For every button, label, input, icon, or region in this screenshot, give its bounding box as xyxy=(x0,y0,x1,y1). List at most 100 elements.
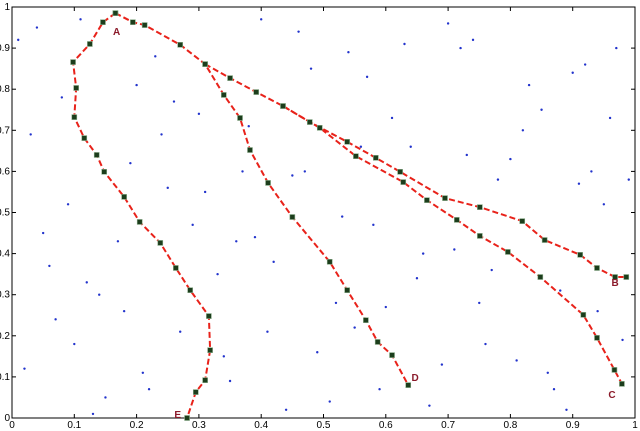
point xyxy=(48,264,51,268)
path-marker xyxy=(71,114,78,120)
point xyxy=(421,252,425,255)
point xyxy=(403,42,406,46)
point xyxy=(621,338,624,342)
annotation: B xyxy=(611,278,618,289)
point xyxy=(478,301,481,305)
path-marker xyxy=(353,153,359,159)
point xyxy=(440,363,444,366)
point xyxy=(303,170,307,173)
path-marker xyxy=(537,274,544,280)
x-tick-label: 0.7 xyxy=(441,420,455,431)
point xyxy=(147,388,151,391)
point xyxy=(222,355,226,358)
point xyxy=(141,371,145,374)
path-marker xyxy=(424,197,430,203)
y-tick-label: 0 xyxy=(4,413,10,424)
point xyxy=(297,30,300,33)
point xyxy=(328,400,331,403)
path-marker xyxy=(519,218,526,224)
path-marker xyxy=(344,139,350,145)
point xyxy=(372,223,375,227)
path-marker xyxy=(157,240,164,246)
point xyxy=(85,281,88,284)
point xyxy=(172,100,176,103)
point xyxy=(272,260,275,264)
path-marker xyxy=(611,367,618,373)
point xyxy=(179,330,182,333)
path-marker xyxy=(202,377,208,383)
x-tick-label: 0.3 xyxy=(192,420,206,431)
point xyxy=(79,18,82,21)
point xyxy=(484,342,487,346)
annotation: A xyxy=(113,27,120,38)
point xyxy=(60,96,64,99)
path-marker xyxy=(619,381,625,387)
path-marker xyxy=(405,382,412,388)
path-marker xyxy=(363,317,369,323)
path-marker xyxy=(442,195,448,201)
path-marker xyxy=(400,179,407,185)
path-marker xyxy=(93,152,100,158)
path-marker xyxy=(477,233,483,239)
point xyxy=(228,379,232,383)
point xyxy=(552,388,556,391)
point xyxy=(166,186,169,190)
path-marker xyxy=(505,249,511,255)
path-marker xyxy=(87,41,93,47)
point xyxy=(428,404,431,407)
x-tick-label: 0.1 xyxy=(67,420,81,431)
path-marker xyxy=(580,312,587,318)
path-marker xyxy=(623,274,630,280)
annotation: E xyxy=(174,410,181,421)
y-tick-label: 0.9 xyxy=(0,43,10,54)
y-tick-label: 0.4 xyxy=(0,249,10,260)
path-line xyxy=(114,12,410,386)
point xyxy=(73,342,76,346)
path-marker xyxy=(594,265,600,271)
point xyxy=(129,161,132,165)
x-tick-label: 0.4 xyxy=(254,420,268,431)
path-marker xyxy=(265,180,271,186)
point xyxy=(559,289,562,292)
path-marker xyxy=(177,42,184,48)
point xyxy=(465,153,468,157)
point xyxy=(378,388,381,391)
point xyxy=(453,248,456,251)
point xyxy=(104,396,107,399)
path-marker xyxy=(221,92,227,98)
path-marker xyxy=(207,347,213,353)
path-marker xyxy=(306,119,313,125)
path-marker xyxy=(289,214,296,220)
path-marker xyxy=(184,415,190,421)
point xyxy=(384,305,387,309)
path-marker xyxy=(100,19,106,26)
point xyxy=(415,277,419,280)
y-tick-label: 0.7 xyxy=(0,125,10,136)
point xyxy=(98,293,101,296)
point xyxy=(235,240,238,243)
point xyxy=(571,71,574,74)
point xyxy=(116,240,120,243)
point xyxy=(191,223,194,227)
path-marker xyxy=(594,335,600,341)
point xyxy=(260,18,263,21)
point xyxy=(340,215,344,218)
point xyxy=(390,116,394,120)
point xyxy=(23,367,26,370)
point xyxy=(309,67,313,70)
path-marker xyxy=(247,147,253,153)
path-marker xyxy=(227,75,233,81)
x-tick-label: 0 xyxy=(9,420,15,431)
path-marker xyxy=(397,169,403,175)
x-tick-label: 0.2 xyxy=(130,420,144,431)
point xyxy=(253,235,257,239)
point xyxy=(291,174,294,177)
y-tick-label: 0.6 xyxy=(0,166,10,177)
point xyxy=(615,46,618,50)
path-marker xyxy=(373,155,379,161)
point xyxy=(521,129,525,132)
point xyxy=(409,145,412,148)
y-tick-label: 1 xyxy=(4,2,10,13)
point xyxy=(316,351,319,354)
